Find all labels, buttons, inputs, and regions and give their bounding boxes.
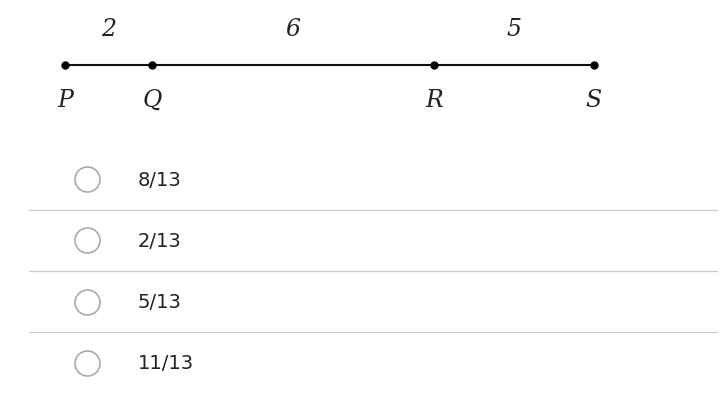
Text: R: R xyxy=(426,89,443,112)
Text: 5: 5 xyxy=(507,18,521,41)
Text: 5/13: 5/13 xyxy=(138,292,182,311)
Text: 2/13: 2/13 xyxy=(138,231,181,250)
Text: 11/13: 11/13 xyxy=(138,354,194,373)
Text: Q: Q xyxy=(143,89,161,112)
Text: 8/13: 8/13 xyxy=(138,170,181,189)
Text: 6: 6 xyxy=(286,18,300,41)
Text: P: P xyxy=(57,89,73,112)
Text: S: S xyxy=(586,89,602,112)
Text: 2: 2 xyxy=(101,18,116,41)
